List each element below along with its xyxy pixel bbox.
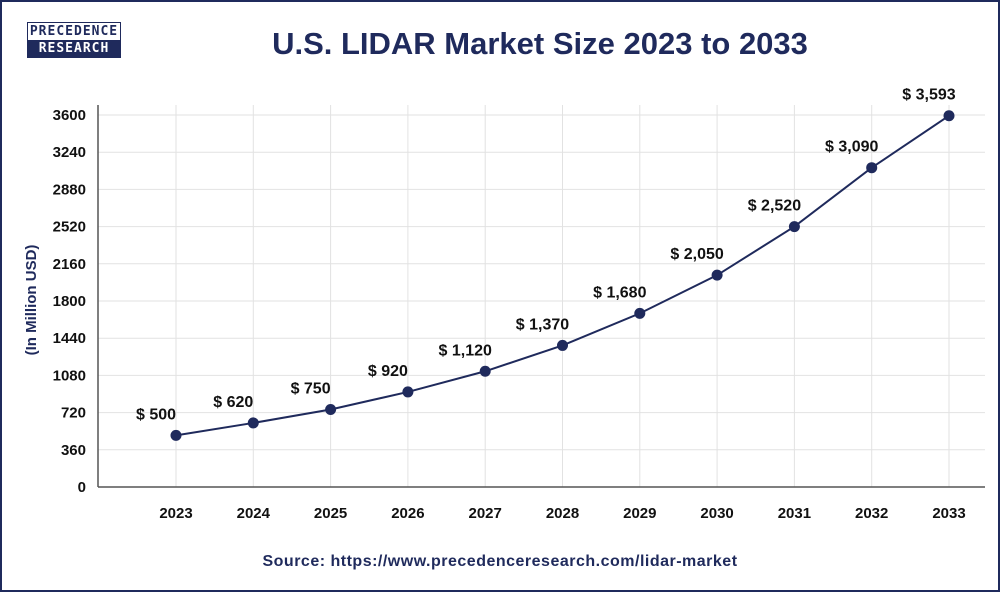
x-tick-label: 2023 <box>159 505 192 522</box>
data-label: $ 620 <box>213 394 253 411</box>
chart-title: U.S. LIDAR Market Size 2023 to 2033 <box>272 26 808 61</box>
y-tick-label: 3600 <box>53 107 86 124</box>
data-label: $ 920 <box>368 363 408 380</box>
data-label: $ 1,680 <box>593 284 646 301</box>
data-point <box>788 221 800 233</box>
x-tick-label: 2025 <box>314 505 347 522</box>
x-tick-label: 2026 <box>391 505 424 522</box>
y-tick-label: 0 <box>78 479 86 496</box>
data-point <box>247 417 259 429</box>
source-text: Source: https://www.precedenceresearch.c… <box>262 553 738 570</box>
data-point <box>325 404 337 415</box>
data-point <box>557 339 568 351</box>
y-axis-label: (In Million USD) <box>23 245 40 356</box>
x-tick-label: 2032 <box>855 505 888 522</box>
x-tick-label: 2029 <box>623 505 656 522</box>
x-tick-label: 2024 <box>237 505 271 522</box>
y-tick-label: 1080 <box>53 367 86 384</box>
data-point <box>402 386 414 398</box>
logo-line-1: PRECEDENCE <box>28 23 120 40</box>
data-label: $ 2,520 <box>748 198 801 215</box>
data-point <box>634 307 646 319</box>
y-tick-label: 3240 <box>53 144 86 161</box>
data-point <box>479 365 491 377</box>
x-tick-label: 2028 <box>546 505 579 522</box>
y-tick-label: 360 <box>61 442 86 459</box>
data-point <box>170 429 182 441</box>
data-label: $ 500 <box>136 406 176 423</box>
x-tick-label: 2027 <box>469 505 502 522</box>
x-tick-label: 2033 <box>932 505 965 522</box>
y-tick-label: 2520 <box>53 219 86 236</box>
data-label: $ 750 <box>291 381 331 398</box>
x-tick-label: 2030 <box>700 505 733 522</box>
y-tick-label: 2160 <box>53 256 86 273</box>
logo-line-2: RESEARCH <box>28 40 120 57</box>
data-point <box>866 162 878 174</box>
y-tick-label: 720 <box>61 405 86 422</box>
x-tick-label: 2031 <box>778 505 811 522</box>
data-label: $ 2,050 <box>670 246 723 263</box>
y-tick-label: 1440 <box>53 330 86 347</box>
logo: PRECEDENCE RESEARCH <box>27 22 121 58</box>
data-point <box>711 269 723 281</box>
data-label: $ 3,593 <box>902 87 955 104</box>
data-point <box>943 110 955 122</box>
data-label: $ 1,370 <box>516 316 569 333</box>
data-label: $ 1,120 <box>439 342 492 359</box>
y-tick-label: 2880 <box>53 181 86 198</box>
data-label: $ 3,090 <box>825 139 878 156</box>
y-tick-label: 1800 <box>53 293 86 310</box>
